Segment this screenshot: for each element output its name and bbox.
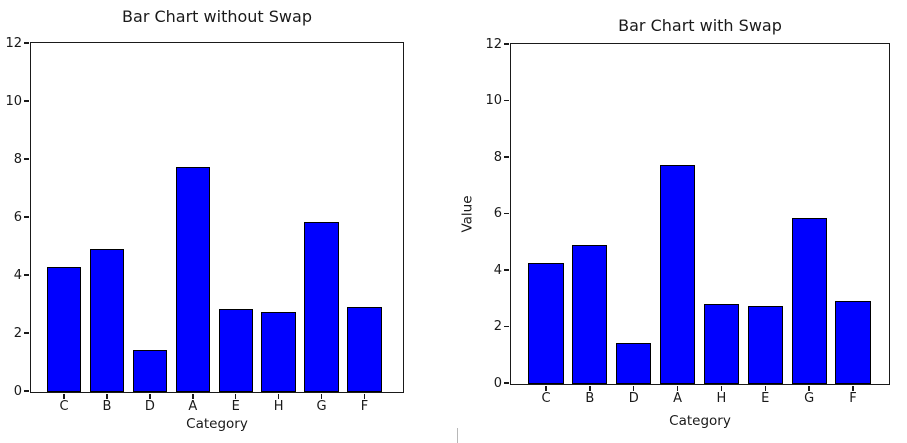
x-tick-label: D: [144, 399, 155, 414]
bar-F: [835, 301, 871, 384]
x-tick-label: E: [231, 399, 240, 414]
x-tick-mark: [589, 386, 591, 391]
x-tick-mark: [363, 394, 366, 399]
y-tick-mark: [24, 332, 29, 334]
bar-B: [572, 245, 608, 384]
y-tick-label: 8: [493, 149, 502, 165]
bar-C: [528, 262, 564, 384]
bar-H: [703, 303, 739, 384]
x-tick-mark: [852, 386, 854, 391]
pane-divider: [457, 428, 458, 443]
bar-A: [660, 165, 696, 384]
y-tick-label: 4: [493, 262, 502, 278]
x-tick-mark: [808, 386, 810, 391]
bar-H: [261, 311, 296, 392]
y-tick-mark: [504, 325, 509, 328]
chart-title: Bar Chart with Swap: [618, 16, 782, 35]
x-tick-label: G: [804, 391, 815, 406]
y-tick-mark: [504, 212, 509, 215]
y-tick-mark: [504, 43, 509, 45]
x-tick-label: E: [761, 391, 770, 406]
x-tick-label: C: [59, 399, 69, 414]
y-tick-mark: [24, 100, 29, 102]
x-tick-mark: [676, 386, 679, 391]
x-tick-label: B: [102, 399, 112, 414]
y-tick-label: 6: [493, 206, 502, 221]
plot-area: 0 2 4 6 8 10 12 C B D A E H G F: [5, 37, 404, 413]
y-tick-mark: [24, 274, 29, 276]
chart-title: Bar Chart without Swap: [122, 7, 312, 26]
x-tick-label: H: [716, 391, 727, 406]
bar-E: [747, 306, 783, 384]
x-tick-label: H: [273, 399, 284, 414]
x-tick-mark: [149, 394, 151, 399]
x-tick-mark: [106, 394, 108, 399]
x-tick-label: C: [541, 391, 551, 406]
y-tick-label: 0: [493, 375, 502, 391]
x-tick-label: D: [628, 391, 639, 406]
y-tick-label: 12: [485, 36, 502, 52]
bar-D: [616, 343, 652, 384]
y-tick-mark: [24, 390, 29, 392]
y-tick-label: 2: [493, 319, 502, 334]
x-tick-mark: [632, 386, 635, 391]
y-tick-mark: [504, 99, 509, 102]
y-tick-label: 6: [13, 209, 22, 225]
y-tick-label: 4: [13, 267, 22, 283]
x-axis-label: Category: [186, 416, 248, 432]
x-tick-mark: [277, 394, 280, 399]
y-tick-label: 0: [13, 383, 22, 399]
x-tick-mark: [720, 386, 723, 391]
x-tick-label: A: [188, 399, 198, 414]
x-tick-label: F: [849, 391, 857, 406]
y-tick-mark: [24, 42, 29, 44]
bar-A: [175, 167, 210, 392]
bar-D: [132, 350, 167, 392]
x-tick-mark: [234, 394, 237, 399]
x-tick-mark: [764, 386, 767, 391]
bar-F: [347, 307, 382, 392]
y-tick-mark: [504, 382, 509, 384]
y-tick-mark: [504, 269, 509, 271]
y-tick-mark: [24, 158, 29, 160]
bar-G: [304, 222, 339, 392]
bar-G: [791, 218, 827, 384]
x-axis-label: Category: [669, 413, 731, 429]
x-tick-mark: [192, 394, 194, 399]
x-tick-mark: [63, 394, 65, 399]
bar-C: [46, 267, 82, 392]
y-tick-label: 2: [13, 325, 22, 341]
x-tick-label: A: [673, 391, 683, 406]
y-tick-label: 10: [5, 93, 22, 109]
bar-E: [218, 309, 253, 392]
x-tick-label: G: [316, 399, 327, 414]
y-tick-label: 12: [5, 35, 22, 51]
y-tick-mark: [504, 156, 509, 158]
plot-area: 0 2 4 6 8 10 12 C B D A H E G F: [485, 38, 890, 405]
bar-B: [89, 249, 125, 392]
y-tick-mark: [24, 216, 29, 218]
x-tick-mark: [545, 386, 547, 391]
y-tick-label: 10: [485, 93, 502, 108]
x-tick-mark: [320, 394, 323, 399]
x-tick-label: B: [585, 391, 595, 406]
x-tick-label: F: [360, 399, 369, 414]
y-tick-label: 8: [13, 151, 22, 167]
